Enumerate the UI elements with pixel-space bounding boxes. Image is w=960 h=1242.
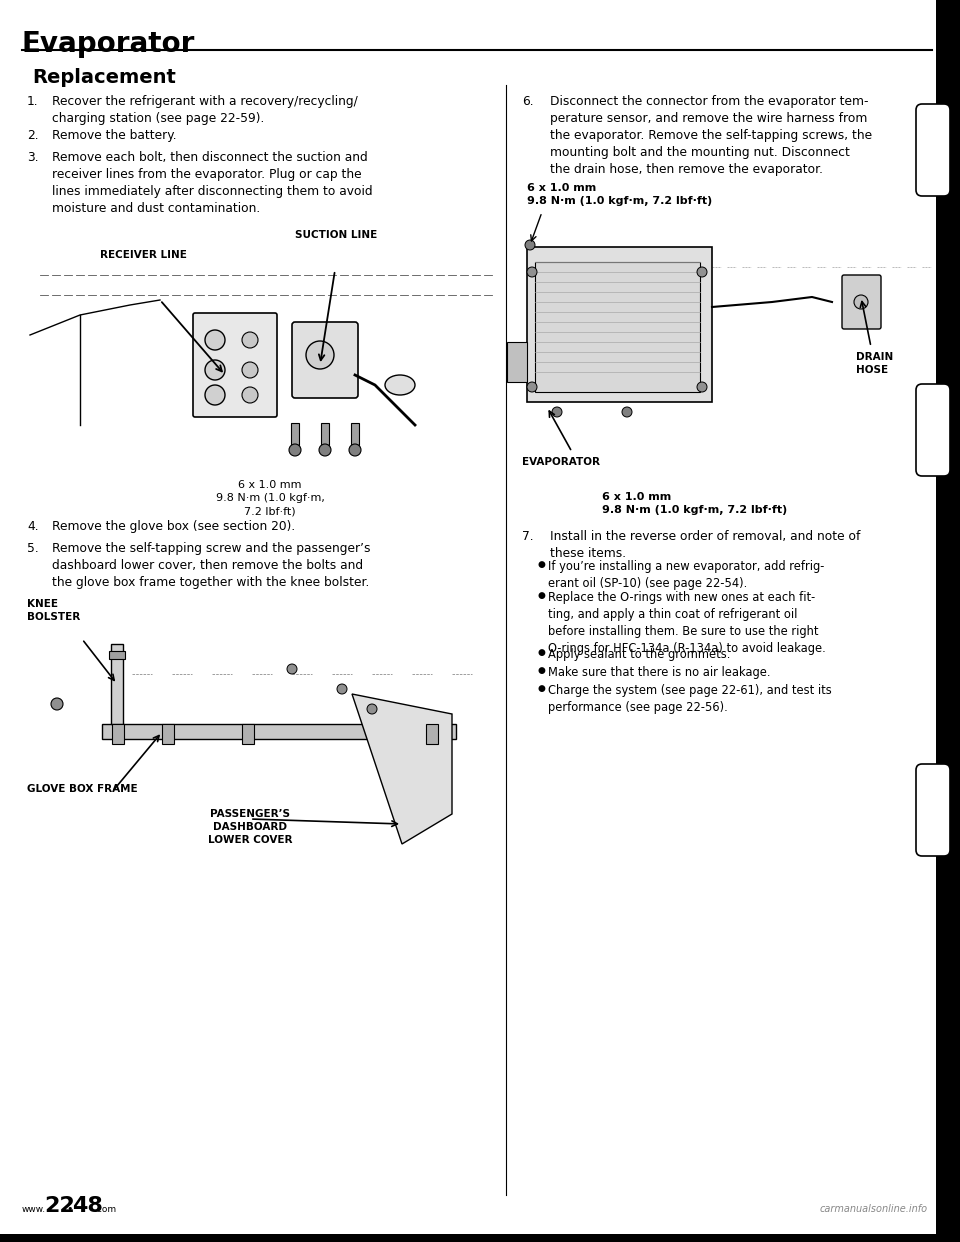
Circle shape	[552, 407, 562, 417]
Text: ●: ●	[537, 666, 545, 674]
Text: GLOVE BOX FRAME: GLOVE BOX FRAME	[27, 784, 137, 794]
Text: Remove each bolt, then disconnect the suction and
receiver lines from the evapor: Remove each bolt, then disconnect the su…	[52, 152, 372, 215]
Text: Disconnect the connector from the evaporator tem-
perature sensor, and remove th: Disconnect the connector from the evapor…	[550, 94, 872, 176]
Text: 6 x 1.0 mm
9.8 N·m (1.0 kgf·m, 7.2 lbf·ft): 6 x 1.0 mm 9.8 N·m (1.0 kgf·m, 7.2 lbf·f…	[602, 492, 787, 515]
FancyBboxPatch shape	[193, 313, 277, 417]
Bar	[321, 424, 329, 445]
Text: Evaporator: Evaporator	[22, 30, 196, 58]
Bar	[111, 645, 123, 724]
Text: 4.: 4.	[27, 520, 38, 533]
Text: 6 x 1.0 mm
9.8 N·m (1.0 kgf·m, 7.2 lbf·ft): 6 x 1.0 mm 9.8 N·m (1.0 kgf·m, 7.2 lbf·f…	[527, 183, 712, 206]
FancyBboxPatch shape	[292, 322, 358, 397]
Text: 22: 22	[44, 1196, 75, 1216]
Text: Install in the reverse order of removal, and note of
these items.: Install in the reverse order of removal,…	[550, 530, 860, 560]
Text: EVAPORATOR: EVAPORATOR	[522, 457, 600, 467]
Circle shape	[854, 296, 868, 309]
Bar	[162, 724, 174, 744]
Circle shape	[289, 443, 301, 456]
Text: Remove the self-tapping screw and the passenger’s
dashboard lower cover, then re: Remove the self-tapping screw and the pa…	[52, 542, 371, 589]
Circle shape	[349, 443, 361, 456]
Text: Replacement: Replacement	[32, 68, 176, 87]
Circle shape	[622, 407, 632, 417]
Text: 2.: 2.	[27, 129, 38, 142]
Text: 6.: 6.	[522, 94, 534, 108]
Circle shape	[306, 342, 334, 369]
Circle shape	[319, 443, 331, 456]
Text: 7.: 7.	[522, 530, 534, 543]
Circle shape	[242, 361, 258, 378]
FancyBboxPatch shape	[842, 274, 881, 329]
Circle shape	[337, 684, 347, 694]
Circle shape	[242, 332, 258, 348]
FancyBboxPatch shape	[916, 764, 950, 856]
Circle shape	[51, 698, 63, 710]
Text: www.: www.	[22, 1205, 46, 1213]
Text: •: •	[66, 1203, 73, 1213]
Circle shape	[205, 385, 225, 405]
Bar	[112, 724, 124, 744]
Bar	[102, 724, 456, 739]
Text: Make sure that there is no air leakage.: Make sure that there is no air leakage.	[548, 666, 771, 679]
FancyBboxPatch shape	[916, 104, 950, 196]
Ellipse shape	[385, 375, 415, 395]
Circle shape	[367, 704, 377, 714]
Circle shape	[205, 360, 225, 380]
Text: Remove the glove box (see section 20).: Remove the glove box (see section 20).	[52, 520, 296, 533]
Text: If you’re installing a new evaporator, add refrig-
erant oil (SP-10) (see page 2: If you’re installing a new evaporator, a…	[548, 560, 825, 590]
Text: DRAIN
HOSE: DRAIN HOSE	[856, 351, 893, 375]
Text: Apply sealant to the grommets.: Apply sealant to the grommets.	[548, 648, 731, 661]
Circle shape	[525, 240, 535, 250]
Text: ●: ●	[537, 648, 545, 657]
Bar	[242, 724, 254, 744]
Bar	[936, 0, 960, 1242]
Text: Charge the system (see page 22-61), and test its
performance (see page 22-56).: Charge the system (see page 22-61), and …	[548, 684, 831, 714]
Text: ●: ●	[537, 684, 545, 693]
Bar	[0, 1235, 960, 1242]
Text: SUCTION LINE: SUCTION LINE	[295, 230, 377, 240]
Text: ●: ●	[537, 591, 545, 600]
Text: KNEE
BOLSTER: KNEE BOLSTER	[27, 599, 81, 622]
Circle shape	[527, 267, 537, 277]
Circle shape	[527, 383, 537, 392]
Text: PASSENGER’S
DASHBOARD
LOWER COVER: PASSENGER’S DASHBOARD LOWER COVER	[207, 809, 292, 846]
Text: RECEIVER LINE: RECEIVER LINE	[100, 250, 187, 260]
Circle shape	[287, 664, 297, 674]
Text: carmanualsonline.info: carmanualsonline.info	[820, 1203, 928, 1213]
Text: 1.: 1.	[27, 94, 38, 108]
Text: .com: .com	[94, 1205, 116, 1213]
Bar	[535, 262, 700, 392]
Circle shape	[205, 330, 225, 350]
Text: 5.: 5.	[27, 542, 38, 555]
Text: 48: 48	[72, 1196, 103, 1216]
Text: ●: ●	[537, 560, 545, 569]
Text: Remove the battery.: Remove the battery.	[52, 129, 177, 142]
FancyBboxPatch shape	[916, 384, 950, 476]
Bar	[426, 724, 438, 744]
Polygon shape	[352, 694, 452, 845]
Bar	[291, 424, 299, 445]
Text: Recover the refrigerant with a recovery/recycling/
charging station (see page 22: Recover the refrigerant with a recovery/…	[52, 94, 358, 125]
Text: 6 x 1.0 mm
9.8 N·m (1.0 kgf·m,
7.2 lbf·ft): 6 x 1.0 mm 9.8 N·m (1.0 kgf·m, 7.2 lbf·f…	[216, 479, 324, 517]
Circle shape	[697, 267, 707, 277]
Text: 3.: 3.	[27, 152, 38, 164]
Bar	[527, 247, 712, 402]
Bar	[351, 424, 359, 445]
Bar	[109, 651, 125, 660]
Text: Replace the O-rings with new ones at each fit-
ting, and apply a thin coat of re: Replace the O-rings with new ones at eac…	[548, 591, 826, 655]
Bar	[507, 342, 527, 383]
Circle shape	[242, 388, 258, 402]
Circle shape	[697, 383, 707, 392]
